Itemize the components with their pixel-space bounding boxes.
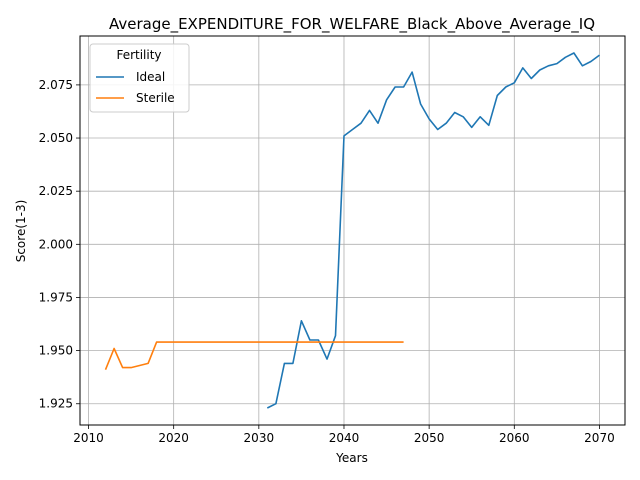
y-tick-label: 1.925 — [39, 397, 73, 411]
y-tick-label: 2.075 — [39, 78, 73, 92]
x-tick-label: 2050 — [414, 431, 445, 445]
series-line-sterile — [104, 341, 404, 371]
legend: Fertility Ideal Sterile — [89, 43, 190, 113]
x-tick-label: 2060 — [499, 431, 530, 445]
series-line-ideal — [266, 52, 600, 409]
grid — [80, 36, 625, 425]
y-tick-label: 2.000 — [39, 237, 73, 251]
y-axis: 1.925 1.950 1.975 2.000 2.025 2.050 2.075 — [39, 78, 80, 411]
x-axis: 2010 2020 2030 2040 2050 2060 2070 — [73, 425, 615, 445]
x-tick-label: 2040 — [329, 431, 360, 445]
legend-box — [89, 43, 190, 113]
y-tick-label: 1.950 — [39, 344, 73, 358]
y-tick-label: 2.050 — [39, 131, 73, 145]
legend-title: Fertility — [116, 48, 161, 62]
x-tick-label: 2030 — [244, 431, 275, 445]
legend-label-sterile: Sterile — [136, 91, 175, 105]
plot-frame — [79, 35, 626, 426]
x-tick-label: 2010 — [73, 431, 104, 445]
legend-label-ideal: Ideal — [136, 70, 165, 84]
x-tick-label: 2020 — [158, 431, 189, 445]
x-axis-label: Years — [335, 451, 368, 465]
series-layer — [104, 52, 600, 409]
y-tick-label: 2.025 — [39, 184, 73, 198]
y-tick-label: 1.975 — [39, 290, 73, 304]
y-axis-label: Score(1-3) — [14, 200, 28, 263]
chart-title: Average_EXPENDITURE_FOR_WELFARE_Black_Ab… — [109, 15, 595, 34]
x-tick-label: 2070 — [584, 431, 615, 445]
